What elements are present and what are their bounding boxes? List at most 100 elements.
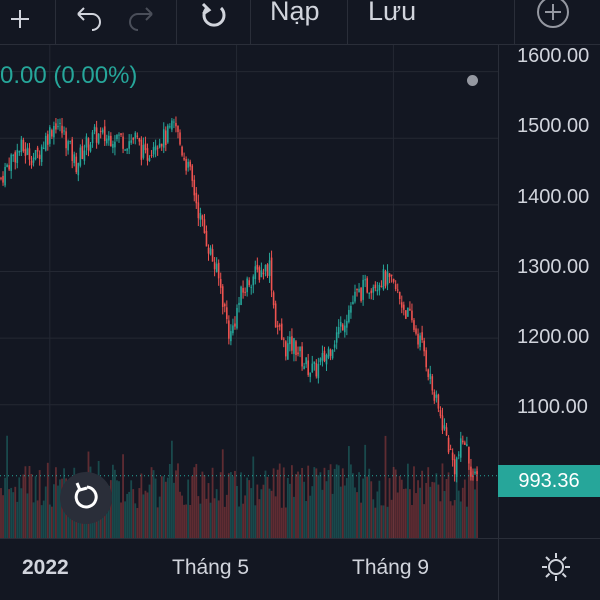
candle-body (317, 364, 320, 379)
candlestick-chart[interactable] (0, 45, 498, 538)
volume-bar (288, 483, 291, 538)
candle-body (468, 446, 470, 464)
volume-bar (303, 481, 306, 538)
candle-body (201, 215, 204, 220)
candle-body (26, 147, 29, 155)
candle-body (411, 310, 413, 321)
price-axis-label: 1400.00 (517, 186, 590, 208)
candle-body (142, 144, 145, 158)
volume-bar (207, 483, 210, 538)
redo-icon[interactable] (122, 0, 162, 45)
volume-bar (423, 504, 426, 538)
volume-bar (274, 496, 277, 538)
volume-bar (101, 505, 104, 538)
candle-body (339, 321, 342, 327)
candle-body (287, 343, 289, 360)
candle-body (85, 136, 88, 148)
add-indicator-icon[interactable] (0, 0, 40, 47)
volume-bar (195, 463, 198, 538)
volume-bar (323, 467, 326, 538)
volume-bar (268, 488, 271, 538)
volume-bar (109, 480, 112, 538)
volume-bar (457, 490, 460, 538)
undo-icon[interactable] (68, 0, 108, 45)
volume-bar (309, 495, 312, 538)
candle-body (341, 324, 344, 331)
price-axis-label: 1300.00 (517, 256, 590, 278)
candle-body (262, 272, 265, 275)
reset-chart-button[interactable] (60, 472, 112, 524)
candle-body (358, 288, 360, 293)
candle-body (22, 139, 25, 151)
volume-bar (449, 501, 452, 538)
add-circle-icon[interactable] (533, 0, 573, 37)
candle-body (405, 310, 407, 319)
volume-bar (354, 487, 356, 538)
volume-bar (187, 479, 190, 538)
candle-body (150, 155, 153, 157)
candle-body (329, 349, 332, 356)
volume-bar (199, 503, 202, 538)
candle-body (63, 130, 65, 132)
volume-bar (240, 472, 242, 538)
volume-bar (386, 506, 389, 538)
volume-bar (221, 449, 224, 538)
reload-button[interactable]: Nạp (270, 0, 320, 26)
volume-bar (150, 467, 153, 538)
volume-bar (360, 502, 362, 538)
candle-body (378, 284, 381, 291)
candle-body (256, 264, 259, 270)
volume-bar (118, 481, 120, 538)
candle-body (91, 132, 94, 144)
volume-bar (343, 485, 346, 538)
pane-border (0, 44, 600, 45)
toolbar-separator (514, 0, 515, 44)
volume-bar (179, 491, 181, 538)
gear-icon[interactable] (541, 552, 571, 587)
volume-bar (164, 481, 167, 538)
volume-bar (474, 489, 476, 538)
reload-icon[interactable] (195, 0, 235, 45)
candle-body (122, 136, 124, 149)
candle-body (181, 146, 183, 156)
candle-body (179, 132, 181, 145)
volume-bar (307, 465, 310, 538)
volume-bar (347, 446, 350, 538)
volume-bar (138, 488, 141, 538)
volume-bar (209, 502, 212, 538)
candle-body (93, 126, 96, 132)
volume-bar (107, 485, 110, 538)
candle-body (327, 348, 330, 358)
candle-body (160, 143, 163, 147)
volume-bar (451, 505, 454, 538)
candle-body (42, 147, 45, 149)
candle-body (364, 279, 366, 281)
candle-body (114, 141, 116, 148)
volume-bar (350, 464, 352, 538)
volume-bar (433, 482, 436, 538)
volume-bar (24, 466, 27, 538)
volume-bar (402, 488, 405, 538)
candle-body (295, 341, 297, 356)
candle-body (455, 457, 458, 477)
candle-body (352, 301, 354, 305)
candle-body (423, 340, 425, 352)
volume-bar (476, 468, 478, 538)
top-toolbar: Nạp Lưu (0, 0, 600, 47)
volume-bar (36, 500, 39, 538)
volume-bar (30, 473, 33, 538)
candle-body (362, 279, 364, 300)
status-dot[interactable] (467, 75, 478, 86)
volume-bar (38, 470, 41, 538)
volume-bar (42, 500, 45, 538)
candle-body (331, 350, 334, 359)
volume-bar (445, 478, 448, 538)
candle-body (132, 137, 135, 140)
candle-body (413, 320, 415, 330)
candle-body (291, 336, 293, 351)
save-button[interactable]: Lưu (368, 0, 417, 26)
candle-body (195, 192, 198, 204)
candle-body (120, 133, 122, 135)
volume-bar (32, 502, 35, 538)
candle-body (394, 284, 397, 290)
